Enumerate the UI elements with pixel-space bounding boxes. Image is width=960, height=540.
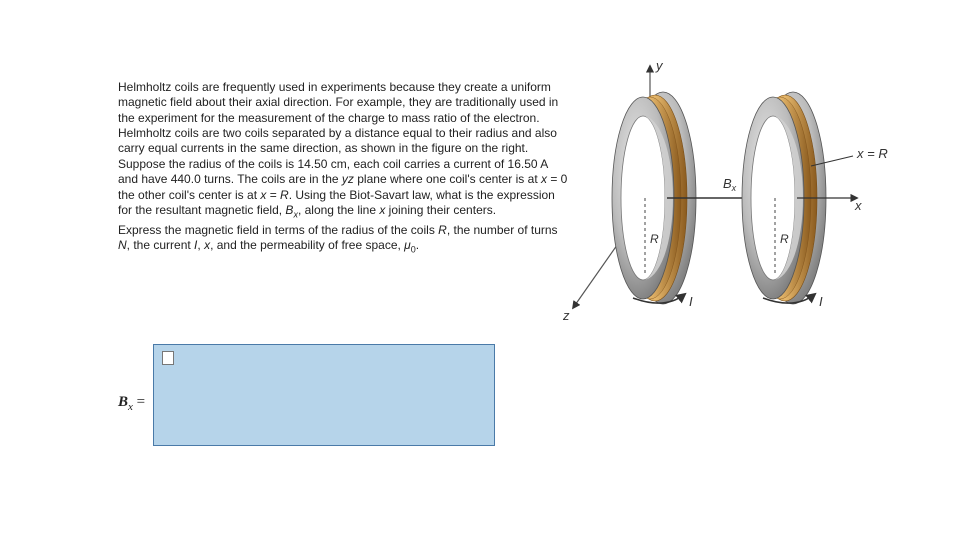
answer-variable-label: Bx =: [118, 394, 145, 413]
answer-row: Bx =: [118, 352, 495, 454]
answer-input-box[interactable]: [153, 344, 495, 446]
svg-text:R: R: [780, 232, 789, 246]
helmholtz-diagram: y z R I Bx: [555, 58, 955, 358]
equation-editor-icon[interactable]: [162, 351, 174, 365]
axis-z-label: z: [562, 308, 570, 323]
svg-text:x: x: [854, 198, 862, 213]
problem-paragraph-2: Express the magnetic field in terms of t…: [118, 223, 568, 256]
problem-text: Helmholtz coils are frequently used in e…: [118, 80, 568, 258]
coil-1: R I: [612, 92, 696, 309]
svg-text:I: I: [689, 294, 693, 309]
svg-text:x = R: x = R: [856, 146, 888, 161]
svg-text:Bx: Bx: [723, 176, 737, 193]
axis-y-label: y: [655, 58, 664, 73]
svg-text:I: I: [819, 294, 823, 309]
problem-paragraph-1: Helmholtz coils are frequently used in e…: [118, 80, 568, 221]
coil-2: R I: [742, 92, 826, 309]
svg-text:R: R: [650, 232, 659, 246]
